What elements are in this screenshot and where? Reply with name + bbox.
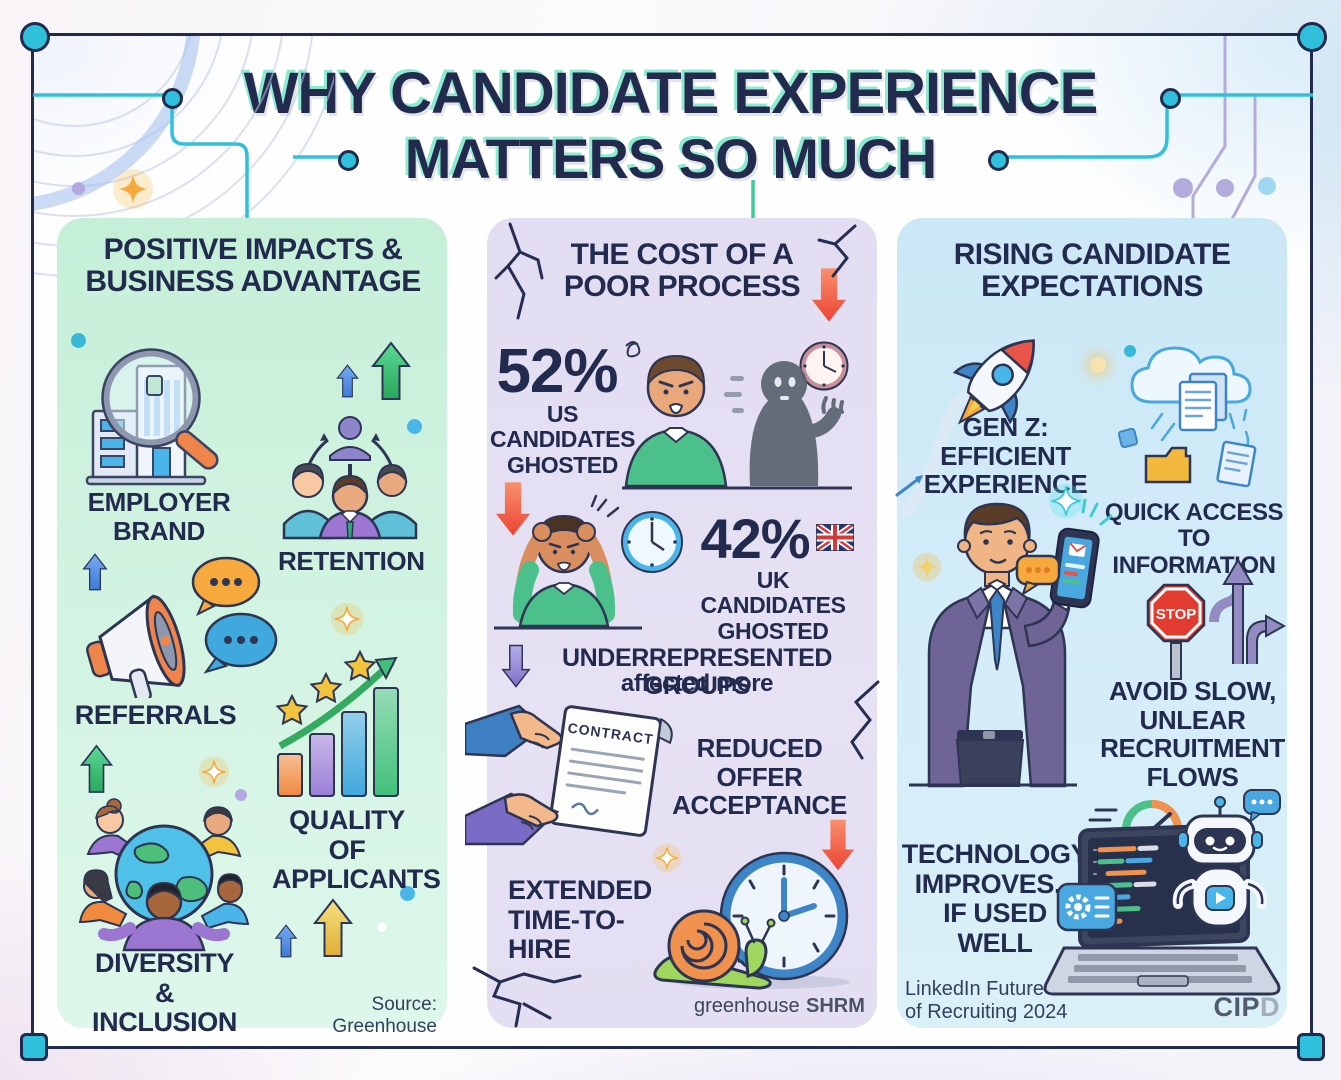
- sparkle-icon: [1048, 483, 1084, 519]
- corner-node-icon: [20, 1033, 48, 1061]
- sparkle-icon: [652, 843, 682, 873]
- positive-source: Source: Greenhouse: [332, 994, 437, 1037]
- panel-rising-header: RISING CANDIDATE EXPECTATIONS: [953, 238, 1231, 304]
- avoid-slow-label: AVOID SLOW, UNLEAR RECRUITMENT FLOWS: [1100, 676, 1285, 792]
- uk-flag-icon: [816, 524, 854, 551]
- stat-uk-value: 42%: [700, 507, 810, 570]
- decor-dot: [400, 886, 415, 901]
- stop-text: STOP: [1156, 606, 1197, 623]
- globe-people-icon: [78, 798, 250, 952]
- snail-clock-icon: [653, 851, 850, 990]
- sparkle-icon: [198, 756, 230, 788]
- cost-source-shrm: SHRM: [806, 995, 865, 1017]
- underrepresented-label-line2: affected more: [620, 670, 774, 697]
- crack-decoration: [850, 680, 880, 760]
- decor-dot: [71, 333, 86, 348]
- down-arrow-purple-icon: [501, 644, 531, 688]
- stars-rising-bars-icon: [276, 649, 399, 797]
- extended-time-label: EXTENDED TIME-TO-HIRE: [508, 875, 652, 965]
- crack-decoration: [472, 966, 582, 1028]
- quality-applicants-label: QUALITY OF APPLICANTS: [272, 805, 441, 895]
- poster-title-line2: MATTERS SO MUCH: [404, 127, 938, 190]
- title-connector-right: [1003, 93, 1313, 159]
- down-arrow-red-icon: [821, 819, 855, 871]
- up-arrow-yellow-icon: [313, 898, 353, 957]
- title-connector-left: [33, 93, 345, 220]
- circuit-dot: [338, 150, 359, 171]
- decor-dot: [235, 789, 247, 801]
- stat-us-value: 52%: [496, 337, 618, 406]
- fork-arrows-icon: [1209, 558, 1286, 664]
- up-arrow-green-icon: [371, 341, 411, 400]
- decor-dot: [1124, 345, 1136, 357]
- reduced-offer-label: REDUCED OFFER ACCEPTANCE: [672, 733, 847, 821]
- corner-node-icon: [1297, 22, 1327, 52]
- down-arrow-red-icon: [495, 482, 531, 536]
- crack-decoration: [494, 222, 544, 320]
- stressed-candidate-icon: [494, 494, 683, 630]
- circuit-dot: [988, 150, 1009, 171]
- panel-positive-header: POSITIVE IMPACTS & BUSINESS ADVANTAGE: [85, 233, 421, 299]
- cipd-logo-dark: CIP: [1213, 992, 1260, 1022]
- quick-access-label: QUICK ACCESS TO INFORMATION: [1104, 499, 1284, 579]
- diversity-inclusion-label: DIVERSITY & INCLUSION: [92, 948, 237, 1038]
- referrals-label: REFERRALS: [74, 700, 237, 730]
- stat-us-label: US CANDIDATES GHOSTED: [489, 401, 636, 478]
- up-arrow-green-icon: [80, 744, 113, 793]
- title-connector-mid: [751, 180, 755, 222]
- decor-dot: [377, 922, 387, 932]
- decor-dot: [72, 182, 85, 195]
- rocket-icon: [895, 339, 1035, 515]
- up-arrow-blue-icon: [336, 364, 359, 398]
- up-arrow-blue-icon: [274, 924, 298, 958]
- down-arrow-red-icon: [811, 268, 847, 322]
- glow-dot: [1090, 357, 1106, 373]
- cipd-logo-light: D: [1260, 992, 1280, 1022]
- megaphone-speech-icon: [86, 556, 278, 698]
- gen-z-label: GEN Z: EFFICIENT EXPERIENCE: [923, 412, 1088, 500]
- crack-decoration: [817, 224, 857, 278]
- underrepresented-label-line1: UNDERREPRESENTED GROUPS: [561, 644, 833, 700]
- sparkle-icon: [330, 602, 364, 636]
- cloud-documents-icon: [1118, 346, 1257, 487]
- decor-dot: [407, 419, 422, 434]
- contract-handoff-icon: CONTRACT: [465, 704, 673, 846]
- retention-label: RETENTION: [278, 546, 425, 576]
- circuit-dot: [1160, 88, 1181, 109]
- panel-cost-header: THE COST OF A POOR PROCESS: [563, 238, 801, 304]
- stat-uk-label: UK CANDIDATES GHOSTED: [700, 567, 846, 644]
- circuit-dot: [162, 88, 183, 109]
- sparkle-icon: [912, 552, 942, 582]
- corner-node-icon: [20, 22, 50, 52]
- corner-node-icon: [1297, 1033, 1325, 1061]
- team-promotion-icon: [282, 416, 418, 540]
- building-magnifier-icon: [85, 348, 219, 486]
- laptop-robot-icon: [1043, 789, 1281, 996]
- sparkle-icon: [113, 169, 153, 209]
- technology-label: TECHNOLOGY IMPROVES... IF USED WELL: [901, 839, 1089, 959]
- stop-sign-icon: STOP: [1146, 583, 1206, 680]
- up-arrow-blue-icon: [82, 553, 108, 591]
- cipd-logo: CIPD: [1190, 992, 1280, 1023]
- employer-brand-label: EMPLOYER BRAND: [87, 487, 231, 546]
- cost-source-greenhouse: greenhouse: [694, 995, 800, 1017]
- ghosting-scene-icon: [622, 341, 852, 490]
- candidate-with-phone-icon: [909, 498, 1113, 788]
- rising-source: LinkedIn Future of Recruiting 2024: [905, 978, 1068, 1023]
